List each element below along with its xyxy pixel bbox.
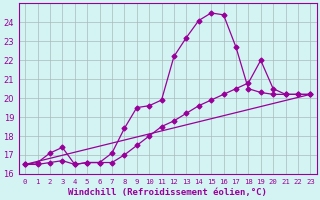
- X-axis label: Windchill (Refroidissement éolien,°C): Windchill (Refroidissement éolien,°C): [68, 188, 267, 197]
